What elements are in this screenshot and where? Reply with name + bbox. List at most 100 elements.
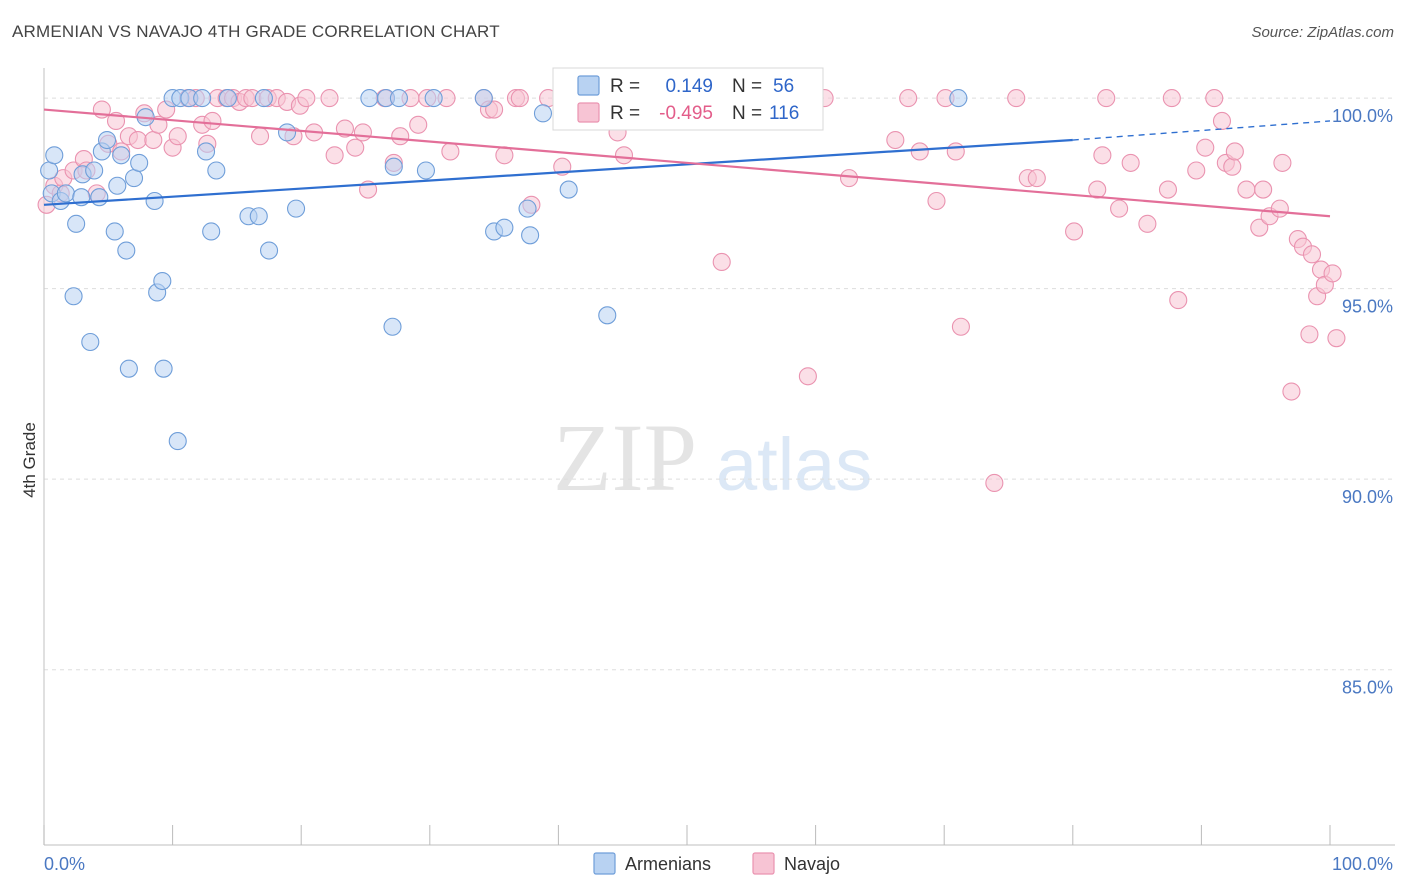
- trend-lines: [43, 108, 1331, 218]
- armenians-point: [384, 157, 403, 176]
- x-tick-label: 0.0%: [44, 854, 85, 874]
- navajo-point: [1250, 218, 1269, 237]
- navajo-point: [144, 130, 163, 150]
- navajo-point: [1273, 153, 1292, 172]
- stats-navajo-r-label: R =: [610, 103, 640, 124]
- armenians-point: [495, 218, 514, 237]
- navajo-point: [1169, 291, 1188, 310]
- armenians-point: [424, 89, 443, 108]
- navajo-point: [1270, 199, 1289, 218]
- armenians-point: [108, 176, 127, 195]
- armenians-point: [105, 222, 124, 241]
- navajo-point: [985, 473, 1004, 493]
- stats-armenians-n-label: N =: [732, 76, 762, 97]
- navajo-point: [353, 123, 372, 142]
- armenians-point: [45, 146, 64, 165]
- navajo-point: [325, 146, 344, 165]
- navajo-point: [1282, 382, 1301, 401]
- armenians-point: [259, 241, 279, 260]
- navajo-point: [1093, 146, 1112, 165]
- navajo-point: [899, 89, 918, 108]
- navajo-point: [798, 367, 817, 386]
- armenians-point: [207, 161, 226, 180]
- stats-navajo-swatch: [577, 102, 600, 123]
- navajo-point: [1225, 142, 1244, 161]
- navajo-point: [320, 89, 339, 108]
- armenians-trend-line: [43, 138, 1073, 206]
- navajo-point: [441, 142, 460, 161]
- navajo-point: [297, 89, 316, 108]
- armenians-trend-extension: [1072, 120, 1331, 141]
- navajo-point: [1187, 161, 1206, 180]
- armenians-point: [145, 191, 164, 211]
- armenians-point: [56, 184, 75, 203]
- navajo-point: [1223, 157, 1242, 176]
- armenians-point: [218, 89, 237, 108]
- armenians-point: [559, 180, 578, 199]
- armenians-point: [287, 199, 306, 218]
- armenians-point: [168, 432, 187, 451]
- armenians-point: [67, 214, 86, 233]
- armenians-point: [518, 199, 537, 218]
- stats-box: R = 0.149 N = 56 R = -0.495 N = 116: [552, 67, 824, 131]
- armenians-point: [521, 226, 540, 245]
- navajo-point: [712, 252, 731, 272]
- stats-armenians-r-label: R =: [610, 76, 640, 97]
- armenians-point: [119, 359, 138, 378]
- armenians-point: [416, 161, 435, 180]
- navajo-point: [1300, 325, 1319, 344]
- navajo-point: [946, 142, 965, 161]
- armenians-point: [949, 89, 968, 108]
- y-axis-label: 4th Grade: [20, 422, 39, 498]
- navajo-point: [1121, 153, 1140, 172]
- navajo-point: [910, 142, 929, 161]
- stats-armenians-n-value: 56: [773, 76, 794, 97]
- navajo-point: [1158, 180, 1178, 199]
- navajo-point: [1110, 199, 1129, 218]
- armenians-point: [383, 317, 402, 336]
- armenians-point: [117, 241, 136, 260]
- armenians-point: [40, 161, 59, 180]
- legend: Armenians Navajo: [593, 852, 840, 875]
- armenians-point: [474, 89, 493, 108]
- armenians-point: [193, 89, 212, 108]
- watermark-atlas: atlas: [716, 423, 872, 506]
- navajo-point: [951, 317, 970, 336]
- armenians-point: [254, 89, 273, 108]
- stats-armenians-swatch: [577, 75, 600, 96]
- legend-navajo-swatch: [752, 852, 775, 875]
- armenians-point: [598, 306, 617, 325]
- navajo-point: [346, 138, 365, 157]
- navajo-point: [614, 146, 634, 165]
- armenians-point: [533, 104, 553, 123]
- watermark-zip: ZIP: [553, 404, 697, 511]
- stats-armenians-r-value: 0.149: [665, 76, 713, 97]
- navajo-point: [128, 130, 147, 150]
- armenians-point: [64, 287, 83, 306]
- armenians-point: [81, 332, 100, 352]
- stats-navajo-n-value: 116: [769, 103, 799, 124]
- armenians-point: [112, 146, 131, 165]
- navajo-point: [1205, 89, 1224, 108]
- source-label: Source: ZipAtlas.com: [1251, 24, 1394, 41]
- navajo-trend-line: [43, 108, 1331, 218]
- armenians-point: [202, 222, 221, 241]
- stats-navajo-n-label: N =: [732, 103, 762, 124]
- y-tick-label: 90.0%: [1342, 487, 1393, 507]
- armenians-point: [154, 359, 173, 378]
- chart-title: ARMENIAN VS NAVAJO 4TH GRADE CORRELATION…: [12, 22, 500, 41]
- armenians-point: [97, 130, 117, 150]
- legend-armenians-swatch: [593, 852, 616, 875]
- armenians-points: [40, 89, 968, 451]
- armenians-point: [278, 123, 297, 142]
- navajo-point: [1065, 222, 1084, 241]
- navajo-point: [839, 169, 859, 188]
- navajo-point: [1237, 180, 1256, 199]
- armenians-point: [124, 169, 144, 188]
- armenians-point: [196, 142, 216, 161]
- armenians-point: [360, 89, 379, 108]
- navajo-point: [1302, 245, 1322, 264]
- legend-armenians-label: Armenians: [625, 854, 711, 874]
- tick-labels: 100.0% 95.0% 90.0% 85.0% 0.0% 100.0%: [44, 106, 1393, 874]
- y-tick-label: 95.0%: [1342, 297, 1393, 317]
